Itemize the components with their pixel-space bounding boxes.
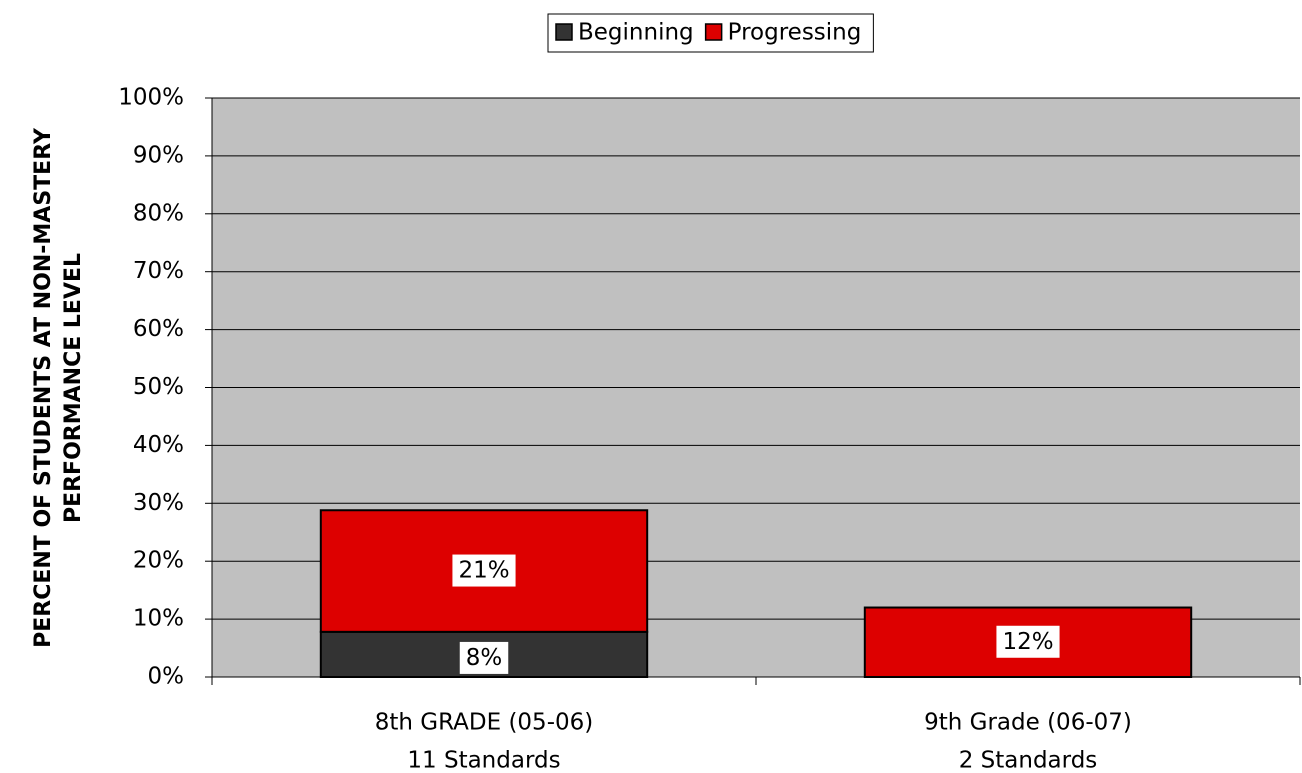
legend-swatch [555,23,573,41]
y-tick-label: 20% [133,548,184,574]
y-tick-label: 40% [133,432,184,458]
y-tick-label: 100% [118,85,184,111]
y-tick-label: 50% [133,374,184,400]
data-label: 21% [452,554,516,587]
data-label: 8% [459,641,509,674]
legend: Beginning Progressing [547,13,874,53]
x-tick-label: 11 Standards [407,748,560,773]
x-tick-label: 9th Grade (06-07) [924,710,1132,736]
y-tick-label: 70% [133,258,184,284]
data-label-text: 12% [1002,629,1053,655]
y-axis-title-line: PERCENT OF STUDENTS AT NON-MASTERY [31,127,56,648]
legend-label: Progressing [728,20,862,46]
legend-swatch [704,23,723,41]
data-label-text: 8% [466,645,503,671]
y-tick-label: 60% [133,316,184,342]
y-tick-label: 10% [133,606,184,632]
data-label-text: 21% [458,558,509,584]
x-tick-label: 8th GRADE (05-06) [375,710,593,736]
y-axis-title: PERCENT OF STUDENTS AT NON-MASTERY PERFO… [31,127,86,648]
data-label-box [459,641,509,674]
y-tick-label: 90% [133,142,184,168]
y-tick-label: 80% [133,200,184,226]
legend-label: Beginning [578,20,694,46]
data-label-box [452,554,516,587]
y-tick-label: 30% [133,490,184,516]
y-axis-title-line: PERFORMANCE LEVEL [61,253,86,523]
data-label: 12% [996,625,1060,658]
data-label-box [996,625,1060,658]
y-tick-label: 0% [148,664,185,690]
x-tick-label: 2 Standards [959,748,1098,773]
